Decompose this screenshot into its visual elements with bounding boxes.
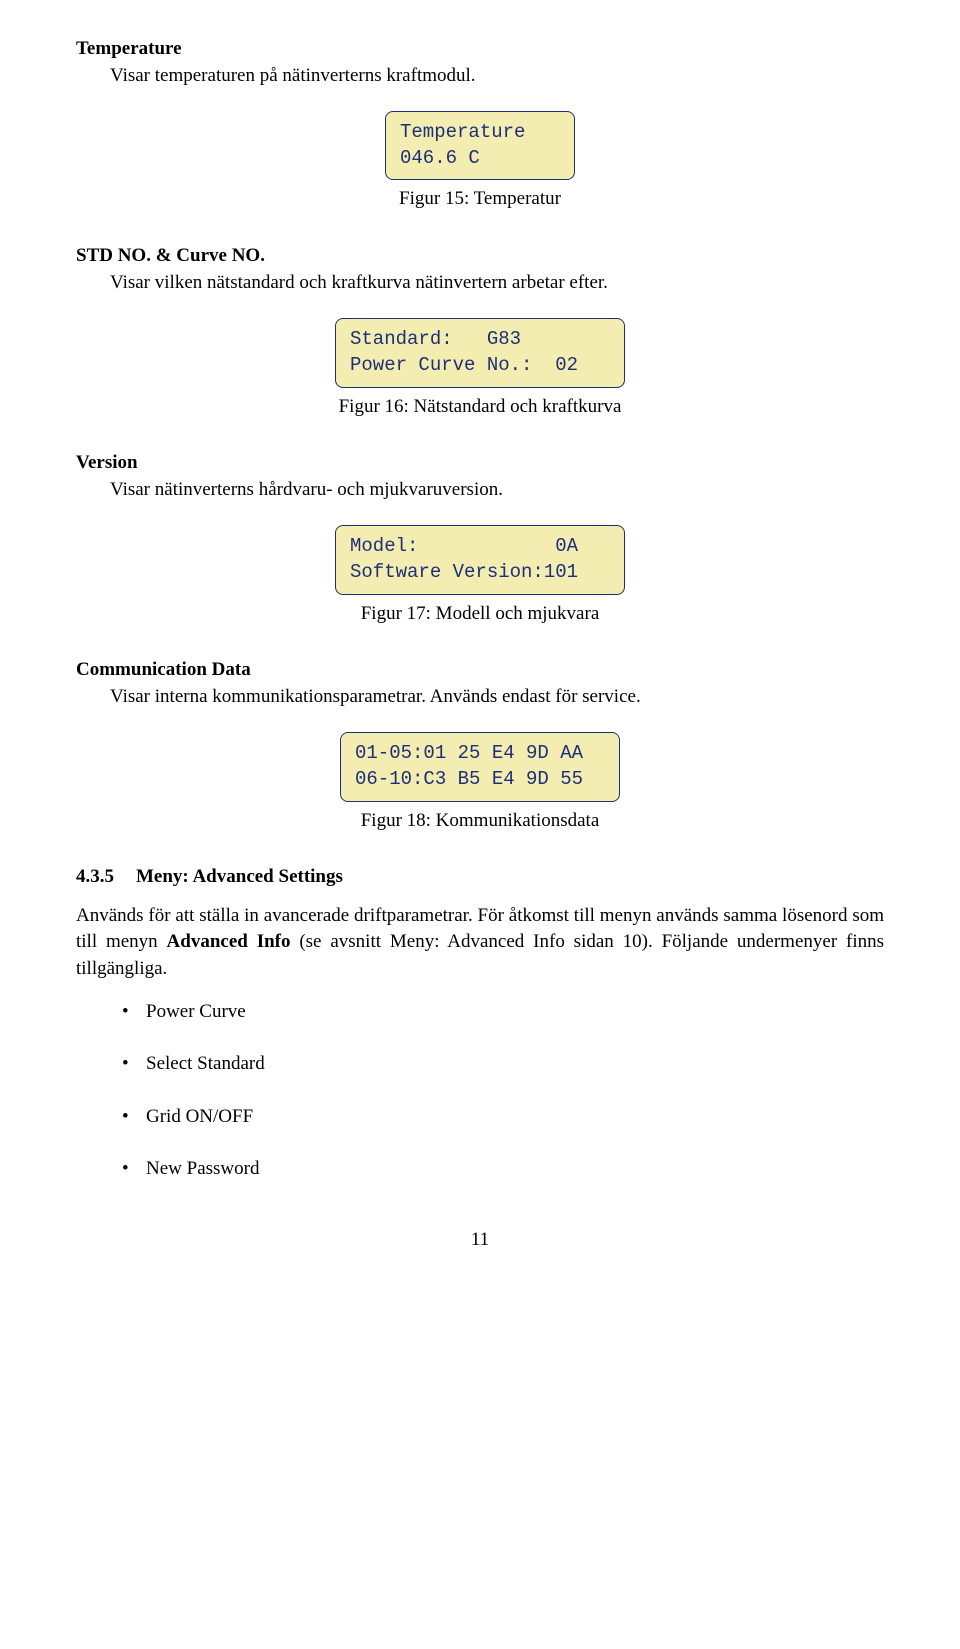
lcd-line: 01-05:01 25 E4 9D AA (355, 742, 583, 764)
list-item: New Password (122, 1156, 884, 1183)
subsection-title: Meny: Advanced Settings (136, 864, 343, 891)
heading-temperature: Temperature (76, 36, 884, 63)
heading-version: Version (76, 450, 884, 477)
lcd-line: Temperature (400, 121, 525, 143)
subsection-number: 4.3.5 (76, 864, 114, 891)
lcd-line: 046.6 C (400, 147, 480, 169)
list-item: Grid ON/OFF (122, 1104, 884, 1131)
caption-comm-data: Figur 18: Kommunikationsdata (76, 808, 884, 835)
list-item: Power Curve (122, 999, 884, 1026)
section-std-curve: STD NO. & Curve NO. Visar vilken nätstan… (76, 243, 884, 420)
caption-version: Figur 17: Modell och mjukvara (76, 601, 884, 628)
body-version: Visar nätinverterns hårdvaru- och mjukva… (110, 477, 884, 504)
lcd-line: Standard: G83 (350, 328, 521, 350)
submenu-list: Power Curve Select Standard Grid ON/OFF … (122, 999, 884, 1183)
lcd-box-std-curve: Standard: G83 Power Curve No.: 02 (335, 318, 625, 387)
subsection-heading-row: 4.3.5 Meny: Advanced Settings (76, 864, 884, 891)
section-version: Version Visar nätinverterns hårdvaru- oc… (76, 450, 884, 627)
body-temperature: Visar temperaturen på nätinverterns kraf… (110, 63, 884, 90)
heading-std-curve: STD NO. & Curve NO. (76, 243, 884, 270)
page-number: 11 (76, 1227, 884, 1254)
list-item: Select Standard (122, 1051, 884, 1078)
lcd-line: Model: 0A (350, 535, 578, 557)
lcd-line: Power Curve No.: 02 (350, 354, 578, 376)
lcd-line: 06-10:C3 B5 E4 9D 55 (355, 768, 583, 790)
body-comm-data: Visar interna kommunikationsparametrar. … (110, 684, 884, 711)
section-temperature: Temperature Visar temperaturen på nätinv… (76, 36, 884, 213)
caption-std-curve: Figur 16: Nätstandard och kraftkurva (76, 394, 884, 421)
para-text-bold: Advanced Info (167, 931, 291, 952)
lcd-line: Software Version:101 (350, 561, 578, 583)
heading-comm-data: Communication Data (76, 657, 884, 684)
body-std-curve: Visar vilken nätstandard och kraftkurva … (110, 270, 884, 297)
subsection-paragraph: Används för att ställa in avancerade dri… (76, 903, 884, 983)
section-comm-data: Communication Data Visar interna kommuni… (76, 657, 884, 834)
lcd-box-temperature: Temperature 046.6 C (385, 111, 575, 180)
lcd-box-comm-data: 01-05:01 25 E4 9D AA 06-10:C3 B5 E4 9D 5… (340, 732, 620, 801)
caption-temperature: Figur 15: Temperatur (76, 186, 884, 213)
lcd-box-version: Model: 0A Software Version:101 (335, 525, 625, 594)
